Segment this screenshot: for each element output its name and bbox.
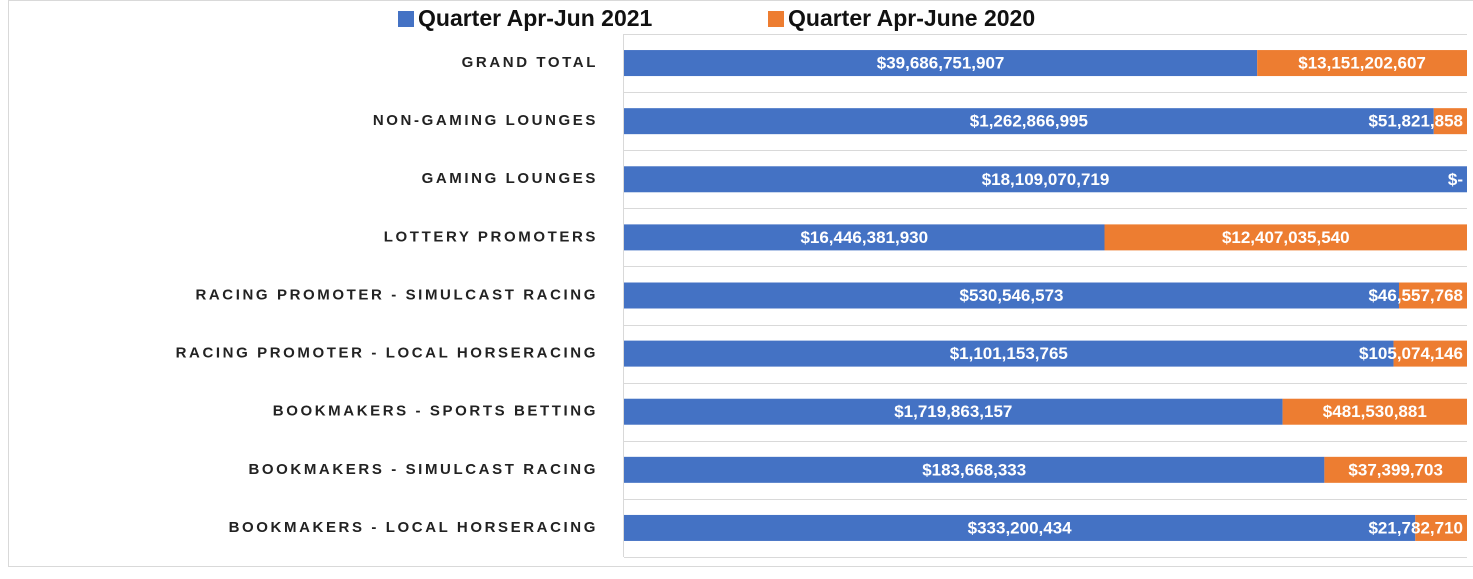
data-label: $39,686,751,907 [877,54,1005,73]
bar-segment [624,456,1325,483]
data-label: $1,262,866,995 [970,112,1088,131]
y-tick-label: GAMING LOUNGES [422,170,598,187]
y-tick-label: BOOKMAKERS - LOCAL HORSERACING [229,519,598,536]
data-label: $13,151,202,607 [1298,54,1426,73]
data-label: $105,074,146 [1359,344,1463,363]
data-label: $21,782,710 [1368,518,1463,537]
data-label: $37,399,703 [1348,460,1443,479]
data-label: $183,668,333 [922,460,1026,479]
bar-segment [1324,456,1467,483]
bar-segment [1257,50,1467,77]
y-tick-label: LOTTERY PROMOTERS [384,228,598,245]
legend-label: Quarter Apr-June 2020 [788,5,1035,31]
data-label: $16,446,381,930 [800,228,928,247]
data-label: $1,101,153,765 [950,344,1068,363]
bar-segment [1398,282,1467,309]
data-label: $51,821,858 [1368,112,1463,131]
bar-segment [1104,224,1467,251]
y-tick-label: BOOKMAKERS - SIMULCAST RACING [248,461,598,478]
data-label: $12,407,035,540 [1222,228,1350,247]
legend-swatch [398,11,414,27]
bar-segment [624,340,1394,367]
bar-segment [624,514,1416,541]
bar-segment [624,398,1283,425]
bar-segment [624,166,1467,193]
y-tick-label: RACING PROMOTER - LOCAL HORSERACING [176,345,598,362]
data-label: $333,200,434 [968,518,1073,537]
y-tick-label: NON-GAMING LOUNGES [373,112,598,129]
bar-segment [1433,108,1467,135]
y-tick-label: GRAND TOTAL [462,54,598,71]
legend-label: Quarter Apr-Jun 2021 [418,5,653,31]
y-tick-label: BOOKMAKERS - SPORTS BETTING [273,403,598,420]
data-label: $530,546,573 [959,286,1063,305]
data-label: $18,109,070,719 [982,170,1110,189]
data-label: $46,557,768 [1368,286,1463,305]
data-label: $481,530,881 [1323,402,1427,421]
bar-segment [1415,514,1467,541]
bar-segment [1282,398,1467,425]
bar-segment [624,50,1258,77]
data-label: $1,719,863,157 [894,402,1012,421]
chart-frame [8,0,1473,567]
bar-segment [624,282,1399,309]
legend-swatch [768,11,784,27]
data-label: $- [1448,170,1463,189]
y-tick-label: RACING PROMOTER - SIMULCAST RACING [195,286,598,303]
bar-segment [624,108,1434,135]
bar-segment [1393,340,1467,367]
bar-segment [624,224,1105,251]
